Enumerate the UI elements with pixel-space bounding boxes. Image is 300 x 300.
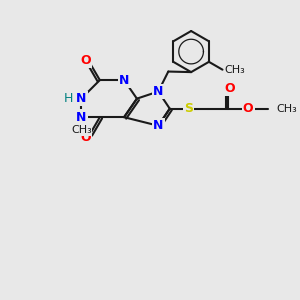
Text: S: S xyxy=(184,102,193,115)
Text: O: O xyxy=(243,102,254,115)
Text: O: O xyxy=(80,131,91,144)
Text: N: N xyxy=(119,74,129,87)
Text: N: N xyxy=(153,119,164,132)
Text: N: N xyxy=(76,92,86,105)
Text: N: N xyxy=(76,111,86,124)
Text: CH₃: CH₃ xyxy=(224,65,245,75)
Text: O: O xyxy=(80,54,91,67)
Text: H: H xyxy=(64,92,73,105)
Text: O: O xyxy=(224,82,235,95)
Text: N: N xyxy=(153,85,164,98)
Text: CH₃: CH₃ xyxy=(277,103,298,114)
Text: CH₃: CH₃ xyxy=(71,125,92,135)
